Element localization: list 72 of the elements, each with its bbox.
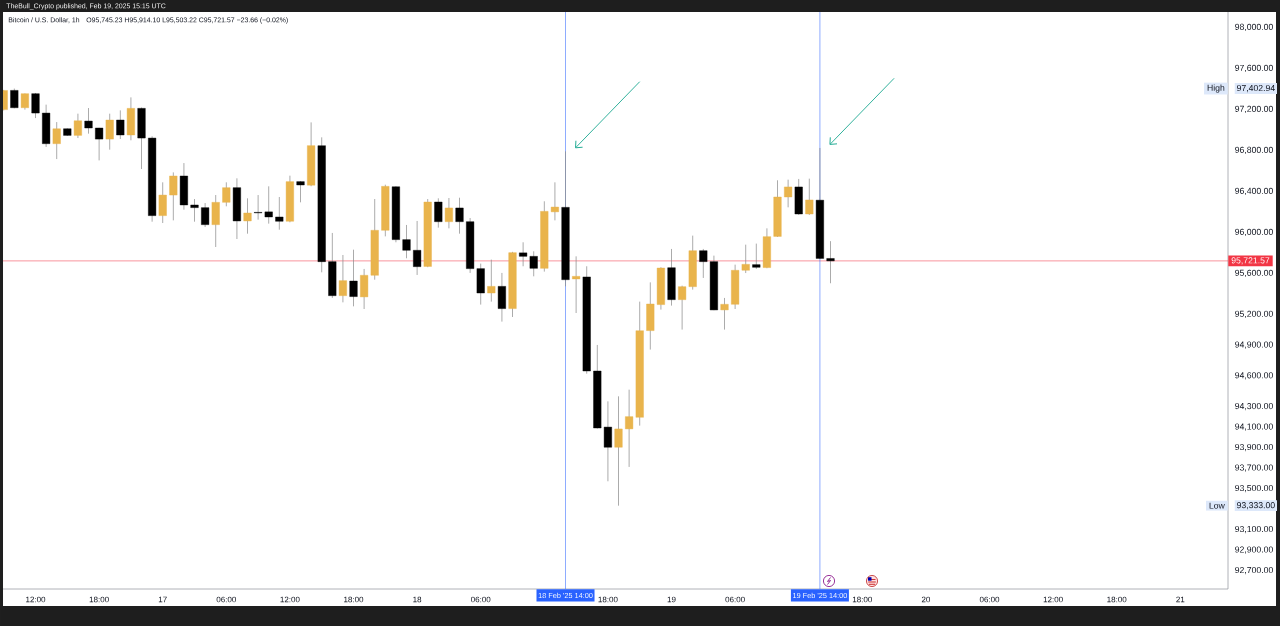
y-tick-label: 93,700.00 [1235, 464, 1273, 472]
y-tick-label: 95,600.00 [1235, 269, 1273, 277]
y-tick-label: 96,800.00 [1235, 146, 1273, 154]
y-tick-label: 94,300.00 [1235, 403, 1273, 411]
annotation: High [1207, 84, 1225, 93]
y-tick-label: 93,100.00 [1235, 525, 1273, 534]
candlestick [487, 259, 496, 302]
candlestick [402, 224, 411, 259]
candlestick [190, 198, 199, 223]
y-tick-label: 94,900.00 [1235, 341, 1273, 349]
x-tick-label: 20 [921, 596, 931, 603]
x-tick-label: 18:00 [852, 596, 873, 603]
candlestick [434, 197, 443, 228]
y-tick-label: 96,400.00 [1235, 187, 1273, 195]
candlestick [158, 181, 167, 224]
candlestick [826, 240, 835, 284]
y-tick-label: 93,500.00 [1235, 484, 1273, 493]
annotation: Low [1209, 502, 1225, 509]
candlestick [84, 107, 93, 135]
candlestick [349, 249, 358, 307]
candlestick [73, 113, 82, 139]
y-tick-label: 94,600.00 [1235, 372, 1273, 380]
y-tick-label: 92,700.00 [1235, 566, 1273, 575]
candlestick [95, 127, 104, 161]
candlestick [752, 243, 761, 270]
y-tick-label: 92,900.00 [1235, 546, 1273, 554]
x-tick-label: 19 [667, 596, 676, 603]
candlestick [784, 179, 793, 208]
candlestick [222, 181, 231, 207]
y-tick-label: 97,200.00 [1235, 105, 1273, 113]
candlestick [497, 272, 506, 322]
candlestick [243, 197, 252, 235]
y-tick-label: 95,200.00 [1235, 310, 1273, 318]
y-tick-label: 94,100.00 [1235, 423, 1273, 431]
candlestick [572, 255, 581, 314]
x-tick-label: 06:00 [979, 596, 1000, 603]
candlestick [116, 110, 125, 140]
y-tick-label: 93,900.00 [1235, 444, 1273, 452]
x-tick-label: 06:00 [216, 596, 237, 603]
candlestick [413, 220, 422, 276]
x-tick-label: 18:00 [598, 596, 618, 603]
candlestick [275, 196, 284, 231]
x-tick-label: 06:00 [471, 596, 491, 603]
candlestick [805, 178, 814, 216]
x-tick-label: 12:00 [280, 596, 300, 603]
candlestick [455, 197, 464, 235]
candlestick [105, 113, 114, 151]
candlestick [338, 254, 347, 303]
candlestick [211, 194, 220, 248]
x-tick-label: 21 [1176, 596, 1185, 603]
candlestick [31, 92, 40, 119]
candlestick [614, 395, 623, 507]
candlestick [201, 202, 210, 228]
y-tick-label: 97,600.00 [1235, 64, 1273, 72]
x-tick-label: 12:00 [26, 596, 46, 603]
y-tick-label: 93,333.00 [1236, 502, 1275, 510]
candlestick [444, 197, 453, 229]
candlestick [52, 121, 61, 160]
x-tick-label: 18 [413, 596, 422, 603]
candlestick [296, 180, 305, 203]
y-tick-label: 97,402.94 [1236, 84, 1275, 93]
x-tick-label: 12:00 [1043, 596, 1063, 603]
x-tick-label: 18:00 [89, 596, 109, 603]
x-tick-label: 17 [158, 596, 167, 603]
y-tick-label: 96,000.00 [1235, 228, 1273, 236]
y-tick-label: 98,000.00 [1235, 23, 1273, 31]
candlestick [720, 297, 729, 330]
x-tick-label: 18:00 [344, 596, 364, 603]
x-tick-label: 18:00 [1107, 596, 1127, 603]
candlestick [169, 172, 178, 221]
ref-line-label: 95,721.57 [1231, 257, 1270, 265]
x-tick-label: 06:00 [725, 596, 745, 603]
